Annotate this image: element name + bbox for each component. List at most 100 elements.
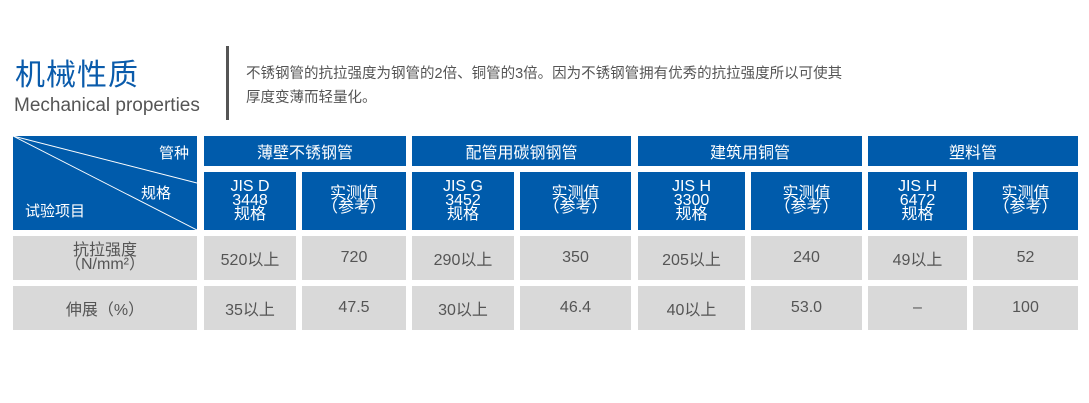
cell-line: 规格 [901, 206, 934, 223]
table-cell: 720 [302, 236, 406, 280]
table-cell: – [868, 286, 967, 330]
table-cell-text: 30以上 [438, 296, 488, 320]
cell-line: 53.0 [790, 299, 823, 316]
cell-line: 46.4 [559, 299, 592, 316]
table-cell: 49以上 [868, 236, 967, 280]
cell-line: 实测值 [551, 185, 600, 202]
group-header: 配管用碳钢钢管 [412, 136, 631, 166]
table-cell-text: 100 [1012, 299, 1039, 317]
group-header-text: 配管用碳钢钢管 [465, 139, 577, 163]
measured-header: 实测值 （参考） [302, 172, 406, 230]
cell-line: 720 [340, 249, 368, 266]
cell-line: – [913, 299, 922, 316]
cell-line: 3300 [673, 192, 710, 209]
description-line: 厚度变薄而轻量化。 [246, 90, 377, 106]
table-cell-text: 350 [562, 249, 589, 267]
spec-header-text: JIS H 3300 规格 [671, 178, 712, 223]
cell-line: 3448 [232, 192, 268, 209]
cell-line: JIS G [442, 178, 483, 195]
cell-line: 520以上 [220, 252, 280, 269]
cell-line: 40以上 [666, 302, 717, 319]
table-corner-header: 管种 规格 试验项目 [13, 136, 197, 230]
cell-line: 规格 [446, 206, 479, 223]
cell-line: 建筑用铜管 [709, 145, 790, 162]
cell-line: 实测值 [782, 185, 831, 202]
diagonal-lines [13, 136, 197, 230]
spec-header-text: JIS H 6472 规格 [897, 178, 938, 223]
cell-line: JIS H [671, 178, 712, 195]
table-cell-text: 240 [793, 249, 820, 267]
group-header-text: 塑料管 [949, 139, 997, 163]
cell-line: 52 [1016, 249, 1035, 266]
table-cell: 35以上 [204, 286, 296, 330]
measured-header: 实测值 （参考） [751, 172, 862, 230]
cell-line: 205以上 [662, 252, 721, 269]
table-cell-text: 52 [1017, 249, 1035, 267]
cell-line: 规格 [675, 206, 708, 223]
table-cell: 350 [520, 236, 631, 280]
description: 不锈钢管的抗拉强度为钢管的2倍、铜管的3倍。因为不锈钢管拥有优秀的抗拉强度所以可… [246, 62, 842, 110]
cell-line: JIS H [897, 178, 938, 195]
cell-line: JIS D [230, 178, 270, 195]
cell-line: 规格 [233, 206, 266, 223]
row-label-text: 抗拉强度 （N/mm²） [65, 242, 145, 273]
table-cell: 100 [973, 286, 1078, 330]
cell-line: 薄壁不锈钢管 [256, 145, 353, 162]
page-subtitle: Mechanical properties [14, 95, 200, 116]
cell-line: （参考） [321, 199, 386, 216]
cell-line: （参考） [774, 199, 839, 216]
measured-header-text: 实测值 （参考） [774, 185, 839, 216]
table-cell: 240 [751, 236, 862, 280]
spec-header-text: JIS G 3452 规格 [442, 178, 483, 223]
table-cell-text: 46.4 [560, 299, 591, 317]
corner-test-item: 试验项目 [25, 203, 86, 220]
table-cell: 205以上 [638, 236, 745, 280]
corner-pipe-type: 管种 [158, 145, 189, 162]
group-header-text: 薄壁不锈钢管 [257, 139, 353, 163]
measured-header-text: 实测值 （参考） [993, 186, 1058, 216]
cell-line: 35以上 [225, 302, 275, 319]
description-line: 不锈钢管的抗拉强度为钢管的2倍、铜管的3倍。因为不锈钢管拥有优秀的抗拉强度所以可… [246, 66, 843, 82]
table-cell: 53.0 [751, 286, 862, 330]
table-cell-text: 53.0 [791, 299, 822, 317]
table-cell: 520以上 [204, 236, 296, 280]
table-cell-text: 40以上 [667, 296, 717, 320]
cell-line: 伸展（%） [65, 302, 145, 319]
cell-line: 塑料管 [948, 145, 997, 162]
spec-header: JIS D 3448 规格 [204, 172, 296, 230]
group-header-text: 建筑用铜管 [710, 139, 790, 163]
divider [226, 46, 229, 120]
cell-line: 290以上 [433, 252, 493, 269]
cell-line: 49以上 [892, 252, 943, 269]
measured-header-text: 实测值 （参考） [321, 186, 386, 216]
table-cell: 47.5 [302, 286, 406, 330]
table-cell-text: 205以上 [662, 246, 721, 270]
table-cell-text: 47.5 [338, 299, 369, 317]
table-cell-text: 720 [341, 249, 368, 267]
corner-spec: 规格 [141, 185, 172, 202]
table-cell-text: 520以上 [221, 246, 280, 270]
group-header: 建筑用铜管 [638, 136, 862, 166]
cell-line: 100 [1012, 299, 1039, 316]
table-cell: 40以上 [638, 286, 745, 330]
group-header: 薄壁不锈钢管 [204, 136, 406, 166]
spec-header-text: JIS D 3448 规格 [230, 178, 270, 223]
table-cell: 52 [973, 236, 1078, 280]
cell-line: 30以上 [438, 302, 488, 319]
cell-line: 3452 [445, 192, 481, 209]
cell-line: 抗拉强度 [72, 242, 137, 259]
measured-header: 实测值 （参考） [520, 172, 631, 230]
row-label-text: 伸展（%） [66, 296, 144, 320]
table-cell: 46.4 [520, 286, 631, 330]
table-cell-text: 35以上 [225, 296, 275, 320]
cell-line: 350 [562, 249, 589, 266]
row-label: 伸展（%） [13, 286, 197, 330]
table-cell: 290以上 [412, 236, 514, 280]
measured-header-text: 实测值 （参考） [543, 185, 607, 216]
spec-header: JIS H 3300 规格 [638, 172, 745, 230]
cell-line: 配管用碳钢钢管 [465, 145, 578, 162]
measured-header: 实测值 （参考） [973, 172, 1078, 230]
spec-header: JIS H 6472 规格 [868, 172, 967, 230]
cell-line: （参考） [993, 199, 1058, 216]
table-cell-text: 290以上 [434, 246, 493, 270]
